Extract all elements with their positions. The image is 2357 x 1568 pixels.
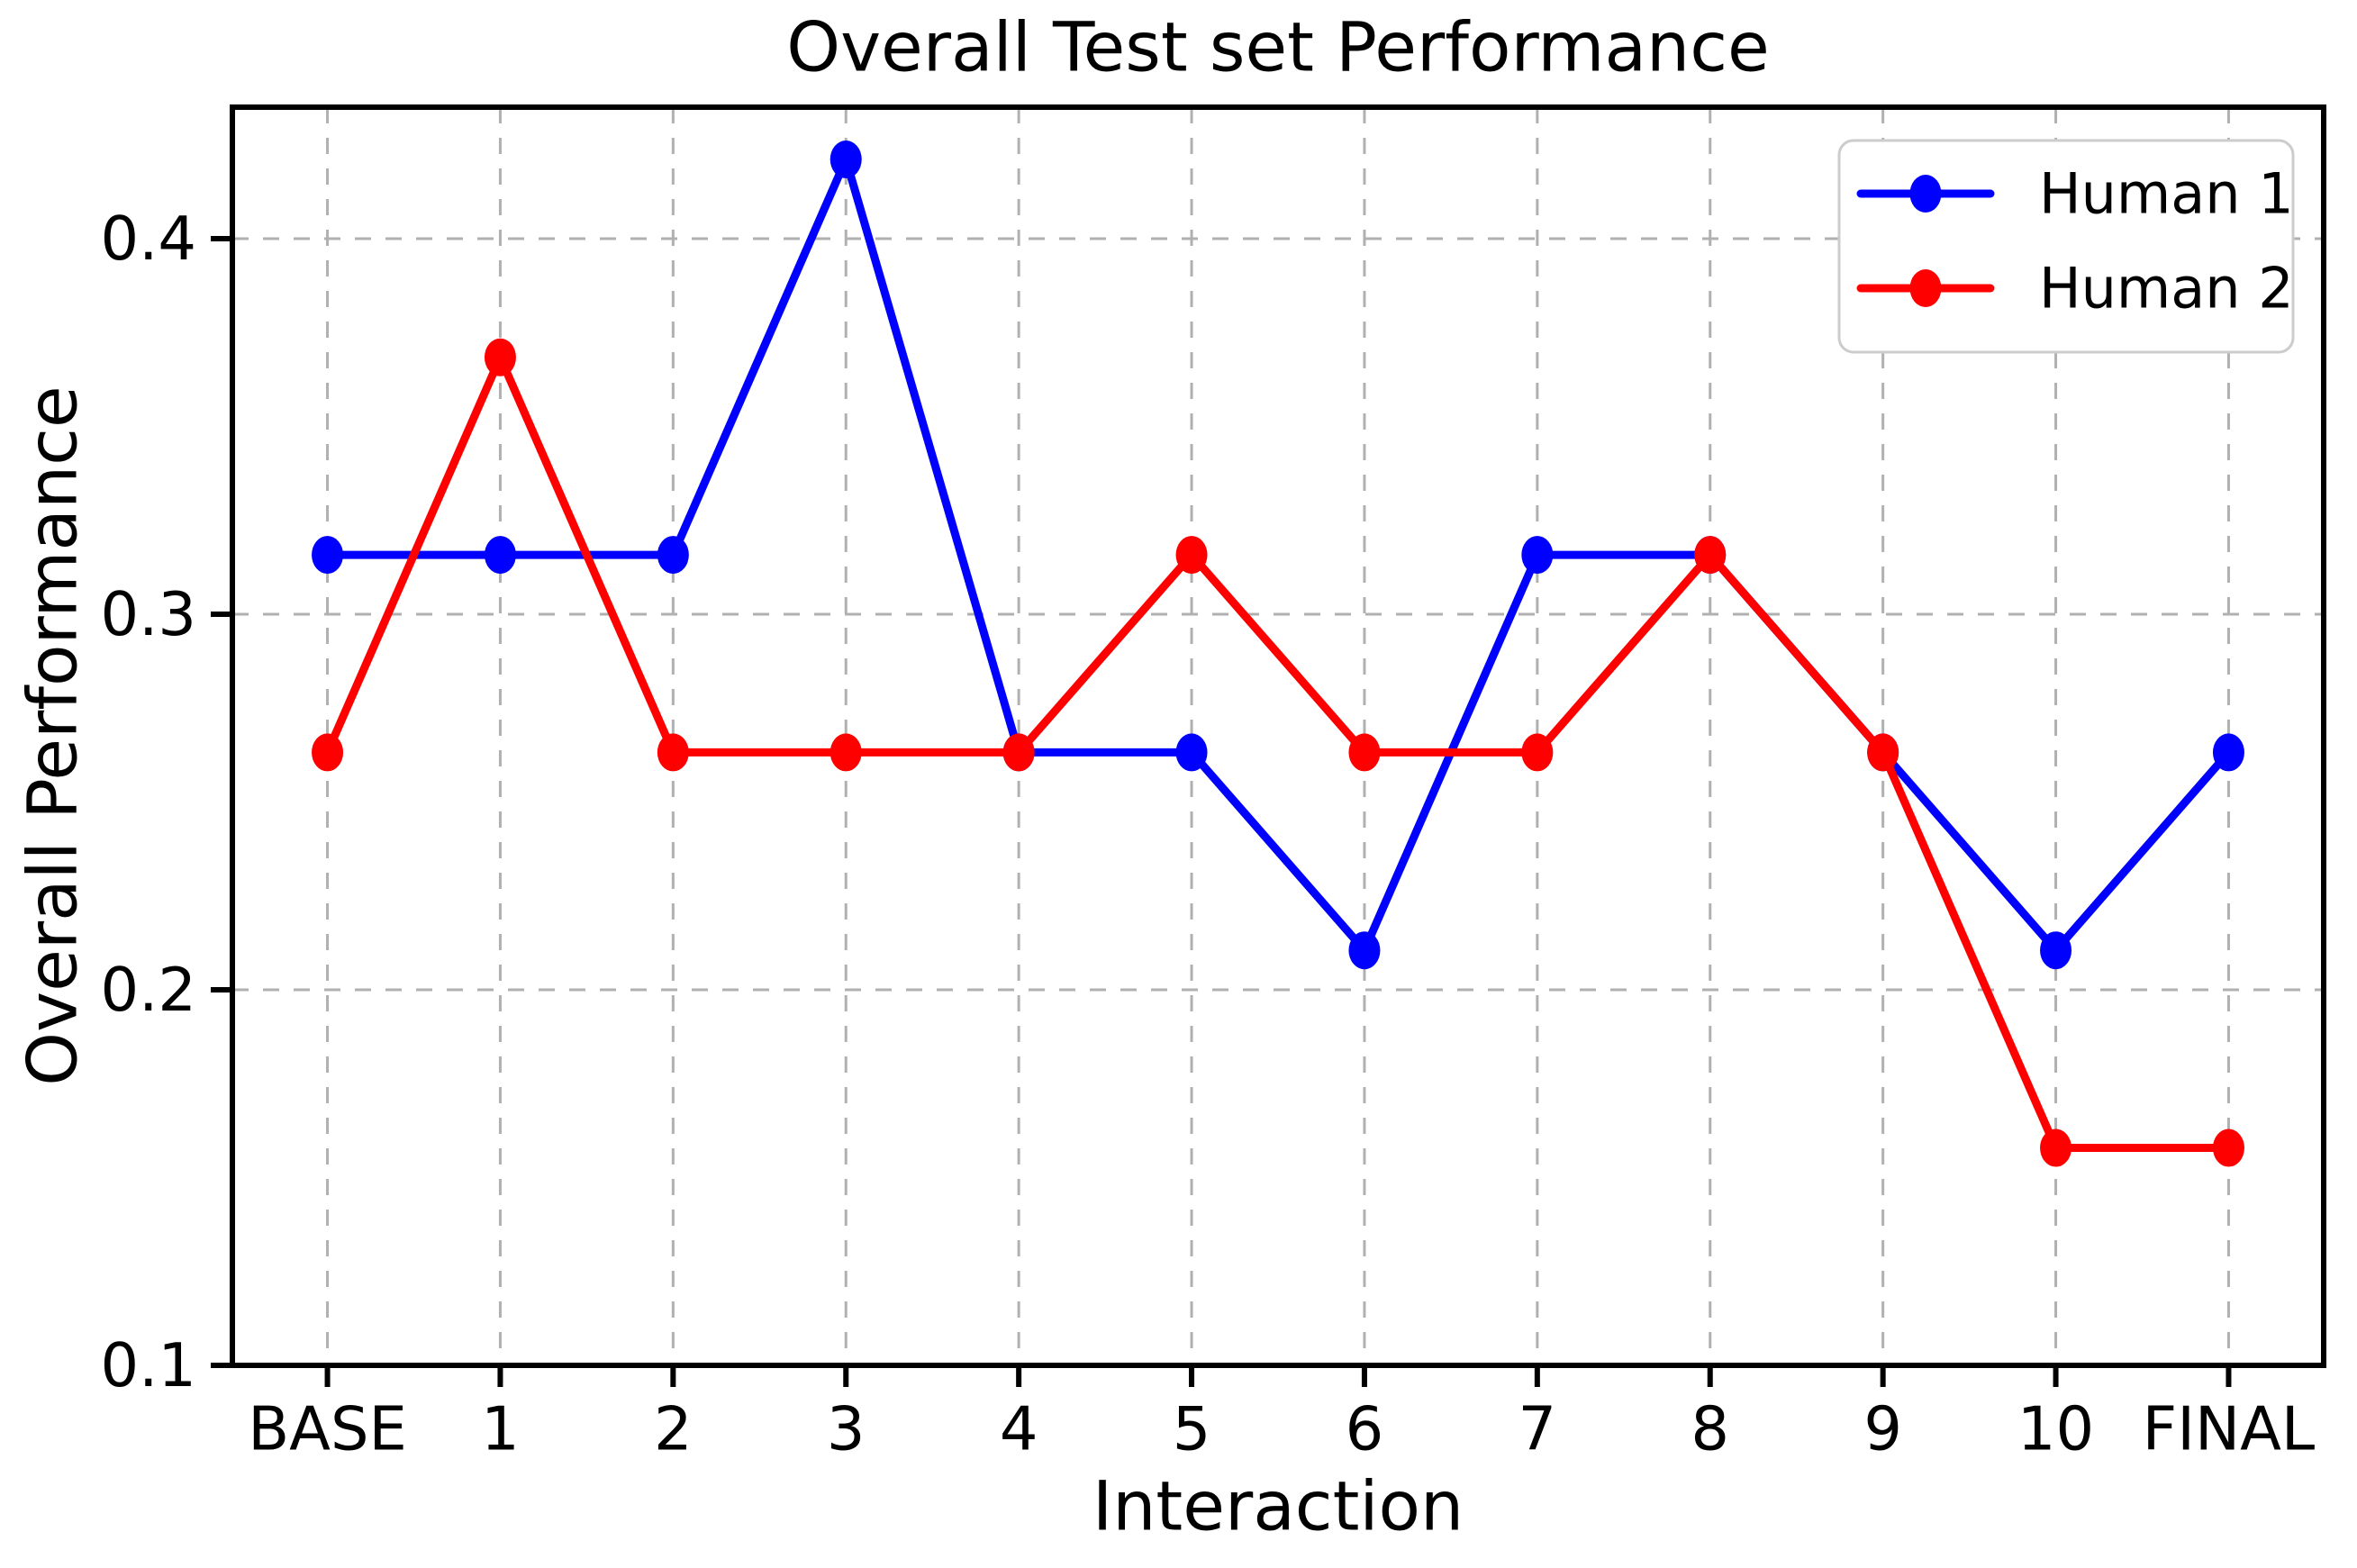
x-tick-label: 6 xyxy=(1346,1394,1384,1464)
data-point-marker xyxy=(2212,1128,2244,1167)
legend-label: Human 2 xyxy=(2039,256,2294,322)
y-tick-label: 0.2 xyxy=(100,955,196,1025)
x-axis-label: Interaction xyxy=(1092,1466,1464,1546)
data-point-marker xyxy=(1348,733,1381,772)
x-tick-label: 1 xyxy=(481,1394,520,1464)
y-tick-label: 0.1 xyxy=(100,1330,196,1400)
data-point-marker xyxy=(1694,536,1727,575)
tick-labels: 0.1 0.2 0.3 0.4 BASE 1 2 3 4 5 6 7 8 9 10 FINAL xyxy=(100,204,2315,1464)
data-point-marker xyxy=(1175,733,1208,772)
data-point-marker xyxy=(484,338,516,376)
data-series xyxy=(312,140,2244,1167)
data-point-marker xyxy=(1175,536,1208,575)
data-point-marker xyxy=(1521,536,1554,575)
data-point-marker xyxy=(1521,733,1554,772)
data-point-marker xyxy=(2212,733,2244,772)
data-point-marker xyxy=(484,536,516,575)
x-tick-label: 2 xyxy=(654,1394,693,1464)
data-point-marker xyxy=(1348,931,1381,970)
data-point-marker xyxy=(657,536,689,575)
data-point-marker xyxy=(829,733,862,772)
legend-marker xyxy=(1909,175,1942,213)
data-point-marker xyxy=(657,733,689,772)
y-tick-label: 0.4 xyxy=(100,204,196,274)
series-line xyxy=(323,155,2233,955)
data-point-marker xyxy=(312,536,344,575)
x-tick-label: 5 xyxy=(1173,1394,1211,1464)
axes-frame xyxy=(230,104,2326,1368)
x-tick-label: 10 xyxy=(2017,1394,2094,1464)
x-tick-label: FINAL xyxy=(2143,1394,2316,1464)
data-point-marker xyxy=(1867,733,1899,772)
x-tick-label: 4 xyxy=(1000,1394,1038,1464)
data-point-marker xyxy=(2040,1128,2072,1167)
y-axis-label: Overall Performance xyxy=(13,385,93,1085)
legend-label: Human 1 xyxy=(2039,161,2294,227)
data-point-marker xyxy=(829,140,862,178)
x-tick-label: BASE xyxy=(248,1394,407,1464)
plot-border xyxy=(230,104,2326,1368)
x-tick-label: 9 xyxy=(1863,1394,1902,1464)
x-tick-label: 3 xyxy=(827,1394,866,1464)
x-tick-label: 7 xyxy=(1518,1394,1557,1464)
legend-marker xyxy=(1909,269,1942,307)
data-point-marker xyxy=(1002,733,1035,772)
axis-ticks xyxy=(211,235,2232,1387)
y-tick-label: 0.3 xyxy=(100,579,196,649)
data-point-marker xyxy=(312,733,344,772)
chart-title: Overall Test set Performance xyxy=(786,7,1770,87)
series-line xyxy=(323,353,2233,1153)
data-point-marker xyxy=(2040,931,2072,970)
x-tick-label: 8 xyxy=(1691,1394,1729,1464)
legend: Human 1 Human 2 xyxy=(1837,139,2295,354)
gridlines xyxy=(232,107,2324,1365)
